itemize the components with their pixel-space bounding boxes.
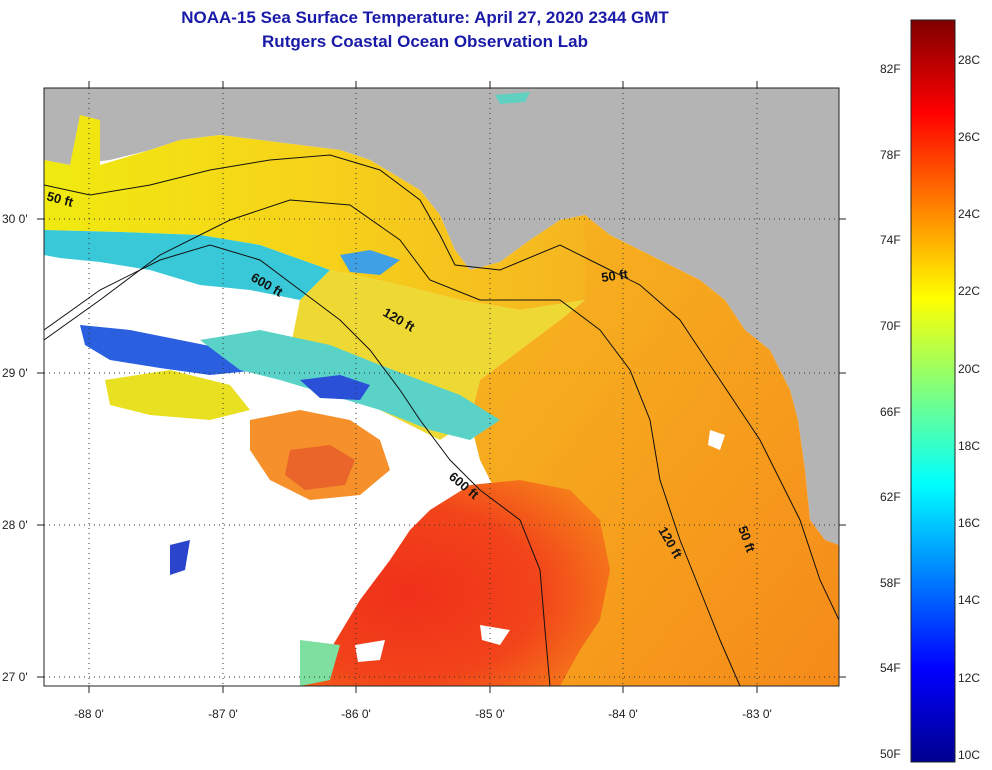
sst-cold-patch-8 — [495, 92, 530, 104]
colorbar-c-label: 20C — [958, 362, 980, 376]
colorbar-c-label: 22C — [958, 284, 980, 298]
sst-panhandle-band — [44, 115, 585, 310]
colorbar-c-label: 12C — [958, 671, 980, 685]
cloud-hole-1 — [708, 430, 725, 450]
colorbar-f-label: 62F — [880, 490, 901, 504]
sst-cold-patch-6 — [170, 540, 190, 575]
sst-cold-patch-4 — [300, 375, 370, 400]
colorbar-f-label: 54F — [880, 661, 901, 675]
contour-50ft-north — [44, 154, 839, 621]
colorbar — [910, 19, 956, 763]
contour-label-50ft-bigbend: 50 ft — [600, 266, 629, 285]
colorbar-c-label: 24C — [958, 207, 980, 221]
colorbar-c-label: 10C — [958, 748, 980, 762]
sst-loop-current — [300, 480, 610, 686]
lat-label: 27 0' — [2, 670, 28, 684]
lon-label: -86 0' — [341, 707, 371, 721]
lon-label: -88 0' — [74, 707, 104, 721]
sst-cold-patch-1 — [44, 230, 330, 300]
lon-label: -84 0' — [608, 707, 638, 721]
colorbar-c-label: 28C — [958, 53, 980, 67]
colorbar-f-label: 74F — [880, 233, 901, 247]
contour-label-50ft-west: 50 ft — [45, 188, 75, 210]
sst-patch-west2 — [285, 445, 355, 490]
lon-label: -87 0' — [208, 707, 238, 721]
cloud-hole-2 — [480, 625, 510, 645]
axis-ticks — [37, 81, 846, 693]
sst-cold-patch-2 — [80, 325, 260, 375]
colorbar-c-label: 18C — [958, 439, 980, 453]
cloud-hole-3 — [355, 640, 385, 662]
sst-patch-yellow-w — [105, 370, 250, 420]
sst-cold-patch-5 — [300, 640, 340, 686]
land-area — [44, 88, 839, 545]
colorbar-f-label: 50F — [880, 747, 901, 761]
colorbar-c-label: 14C — [958, 593, 980, 607]
lat-label: 28 0' — [2, 518, 28, 532]
colorbar-c-label: 26C — [958, 130, 980, 144]
colorbar-f-label: 82F — [880, 62, 901, 76]
lat-label: 29 0' — [2, 366, 28, 380]
lon-label: -85 0' — [475, 707, 505, 721]
map-subtitle: Rutgers Coastal Ocean Observation Lab — [262, 32, 588, 51]
colorbar-f-label: 66F — [880, 405, 901, 419]
contour-600ft — [44, 244, 551, 686]
sst-cold-patch-7 — [340, 250, 400, 275]
colorbar-f-label: 78F — [880, 148, 901, 162]
colorbar-f-label: 70F — [880, 319, 901, 333]
map-title: NOAA-15 Sea Surface Temperature: April 2… — [181, 8, 669, 27]
colorbar-f-label: 58F — [880, 576, 901, 590]
lat-label: 30 0' — [2, 212, 28, 226]
colorbar-c-label: 16C — [958, 516, 980, 530]
lon-label: -83 0' — [742, 707, 772, 721]
contour-120ft — [44, 199, 741, 686]
